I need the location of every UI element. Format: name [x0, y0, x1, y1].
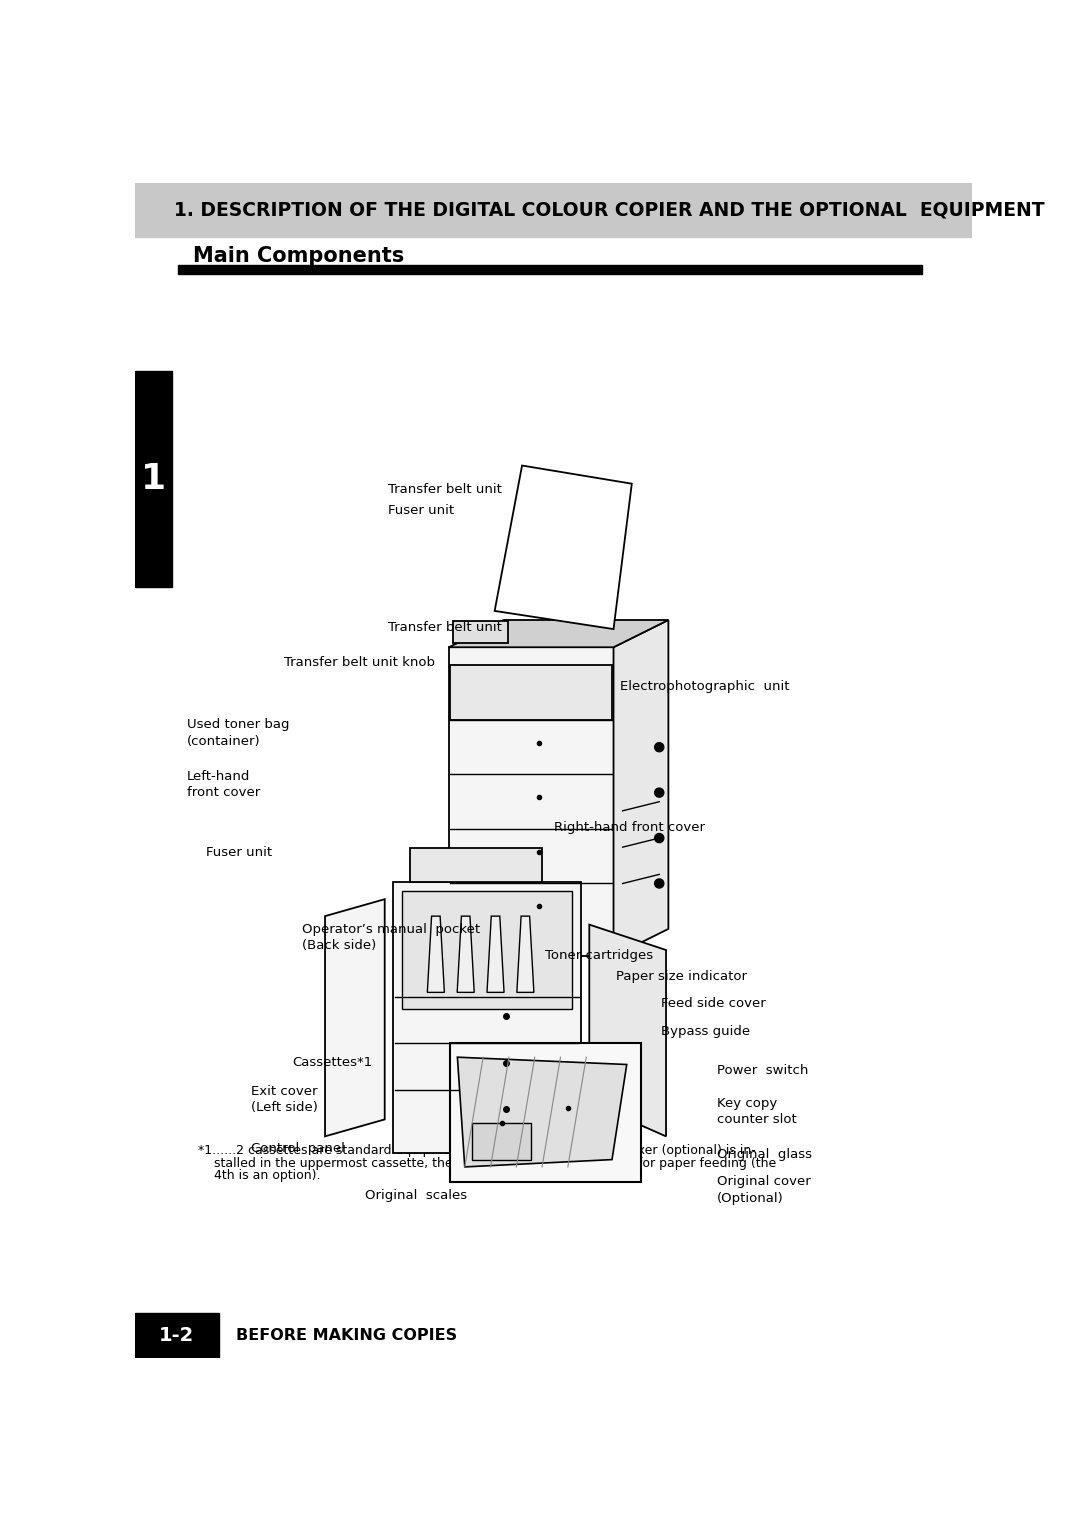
- Text: 1. DESCRIPTION OF THE DIGITAL COLOUR COPIER AND THE OPTIONAL  EQUIPMENT: 1. DESCRIPTION OF THE DIGITAL COLOUR COP…: [174, 200, 1044, 220]
- Polygon shape: [428, 916, 444, 992]
- Text: Fuser unit: Fuser unit: [206, 847, 272, 859]
- Bar: [135, 183, 972, 237]
- Bar: [449, 647, 613, 957]
- Polygon shape: [487, 916, 504, 992]
- Text: 4th is an option).: 4th is an option).: [198, 1169, 321, 1183]
- Text: Original  glass: Original glass: [717, 1149, 812, 1161]
- Text: Transfer belt unit: Transfer belt unit: [388, 621, 501, 633]
- Bar: [410, 848, 541, 882]
- Text: Transfer belt unit: Transfer belt unit: [388, 484, 501, 496]
- Text: *1......2 cassettes are standard equipment. When the automatic duplexer (optiona: *1......2 cassettes are standard equipme…: [198, 1144, 756, 1157]
- Circle shape: [654, 787, 664, 797]
- Text: 1: 1: [141, 462, 166, 496]
- Text: Exit cover
(Left side): Exit cover (Left side): [251, 1085, 318, 1114]
- Text: Right-hand front cover: Right-hand front cover: [554, 821, 704, 833]
- Text: Toner cartridges: Toner cartridges: [545, 949, 653, 961]
- Bar: [393, 882, 581, 1154]
- Polygon shape: [458, 1058, 626, 1167]
- Text: Transfer belt unit knob: Transfer belt unit knob: [284, 656, 435, 668]
- Bar: [135, 371, 172, 586]
- Text: Left-hand
front cover: Left-hand front cover: [187, 771, 260, 800]
- Polygon shape: [457, 916, 474, 992]
- Text: Feed side cover: Feed side cover: [661, 996, 766, 1010]
- Circle shape: [654, 833, 664, 842]
- Text: 1-2: 1-2: [159, 1326, 194, 1346]
- Text: Main Components: Main Components: [193, 246, 404, 266]
- Text: Power  switch: Power switch: [717, 1064, 808, 1077]
- Circle shape: [654, 743, 664, 752]
- Text: Electrophotographic  unit: Electrophotographic unit: [620, 679, 789, 693]
- Bar: [135, 1314, 218, 1358]
- Text: Key copy
counter slot: Key copy counter slot: [717, 1097, 796, 1126]
- Circle shape: [654, 879, 664, 888]
- Text: Paper size indicator: Paper size indicator: [617, 969, 747, 983]
- Text: Control  panel: Control panel: [251, 1143, 345, 1155]
- Text: Operator’s manual  pocket
(Back side): Operator’s manual pocket (Back side): [302, 923, 481, 952]
- Polygon shape: [613, 620, 669, 957]
- Polygon shape: [495, 465, 632, 629]
- Text: stalled in the uppermost cassette, the 2nd to the 4th cassettes are for paper fe: stalled in the uppermost cassette, the 2…: [198, 1157, 777, 1169]
- Bar: [177, 264, 921, 275]
- Text: Bypass guide: Bypass guide: [661, 1025, 750, 1038]
- Bar: [402, 891, 572, 1009]
- Text: Fuser unit: Fuser unit: [388, 505, 454, 517]
- Text: Cassettes*1: Cassettes*1: [293, 1056, 373, 1068]
- Bar: [472, 1123, 531, 1160]
- Polygon shape: [325, 899, 384, 1137]
- Text: Original cover
(Optional): Original cover (Optional): [717, 1175, 810, 1206]
- Text: Used toner bag
(container): Used toner bag (container): [187, 719, 289, 748]
- Polygon shape: [590, 925, 666, 1137]
- Bar: [450, 665, 612, 720]
- Text: BEFORE MAKING COPIES: BEFORE MAKING COPIES: [235, 1328, 457, 1343]
- Bar: [453, 621, 508, 644]
- Text: Original  scales: Original scales: [365, 1189, 468, 1202]
- Bar: [450, 1042, 642, 1181]
- Polygon shape: [517, 916, 534, 992]
- Polygon shape: [449, 620, 669, 647]
